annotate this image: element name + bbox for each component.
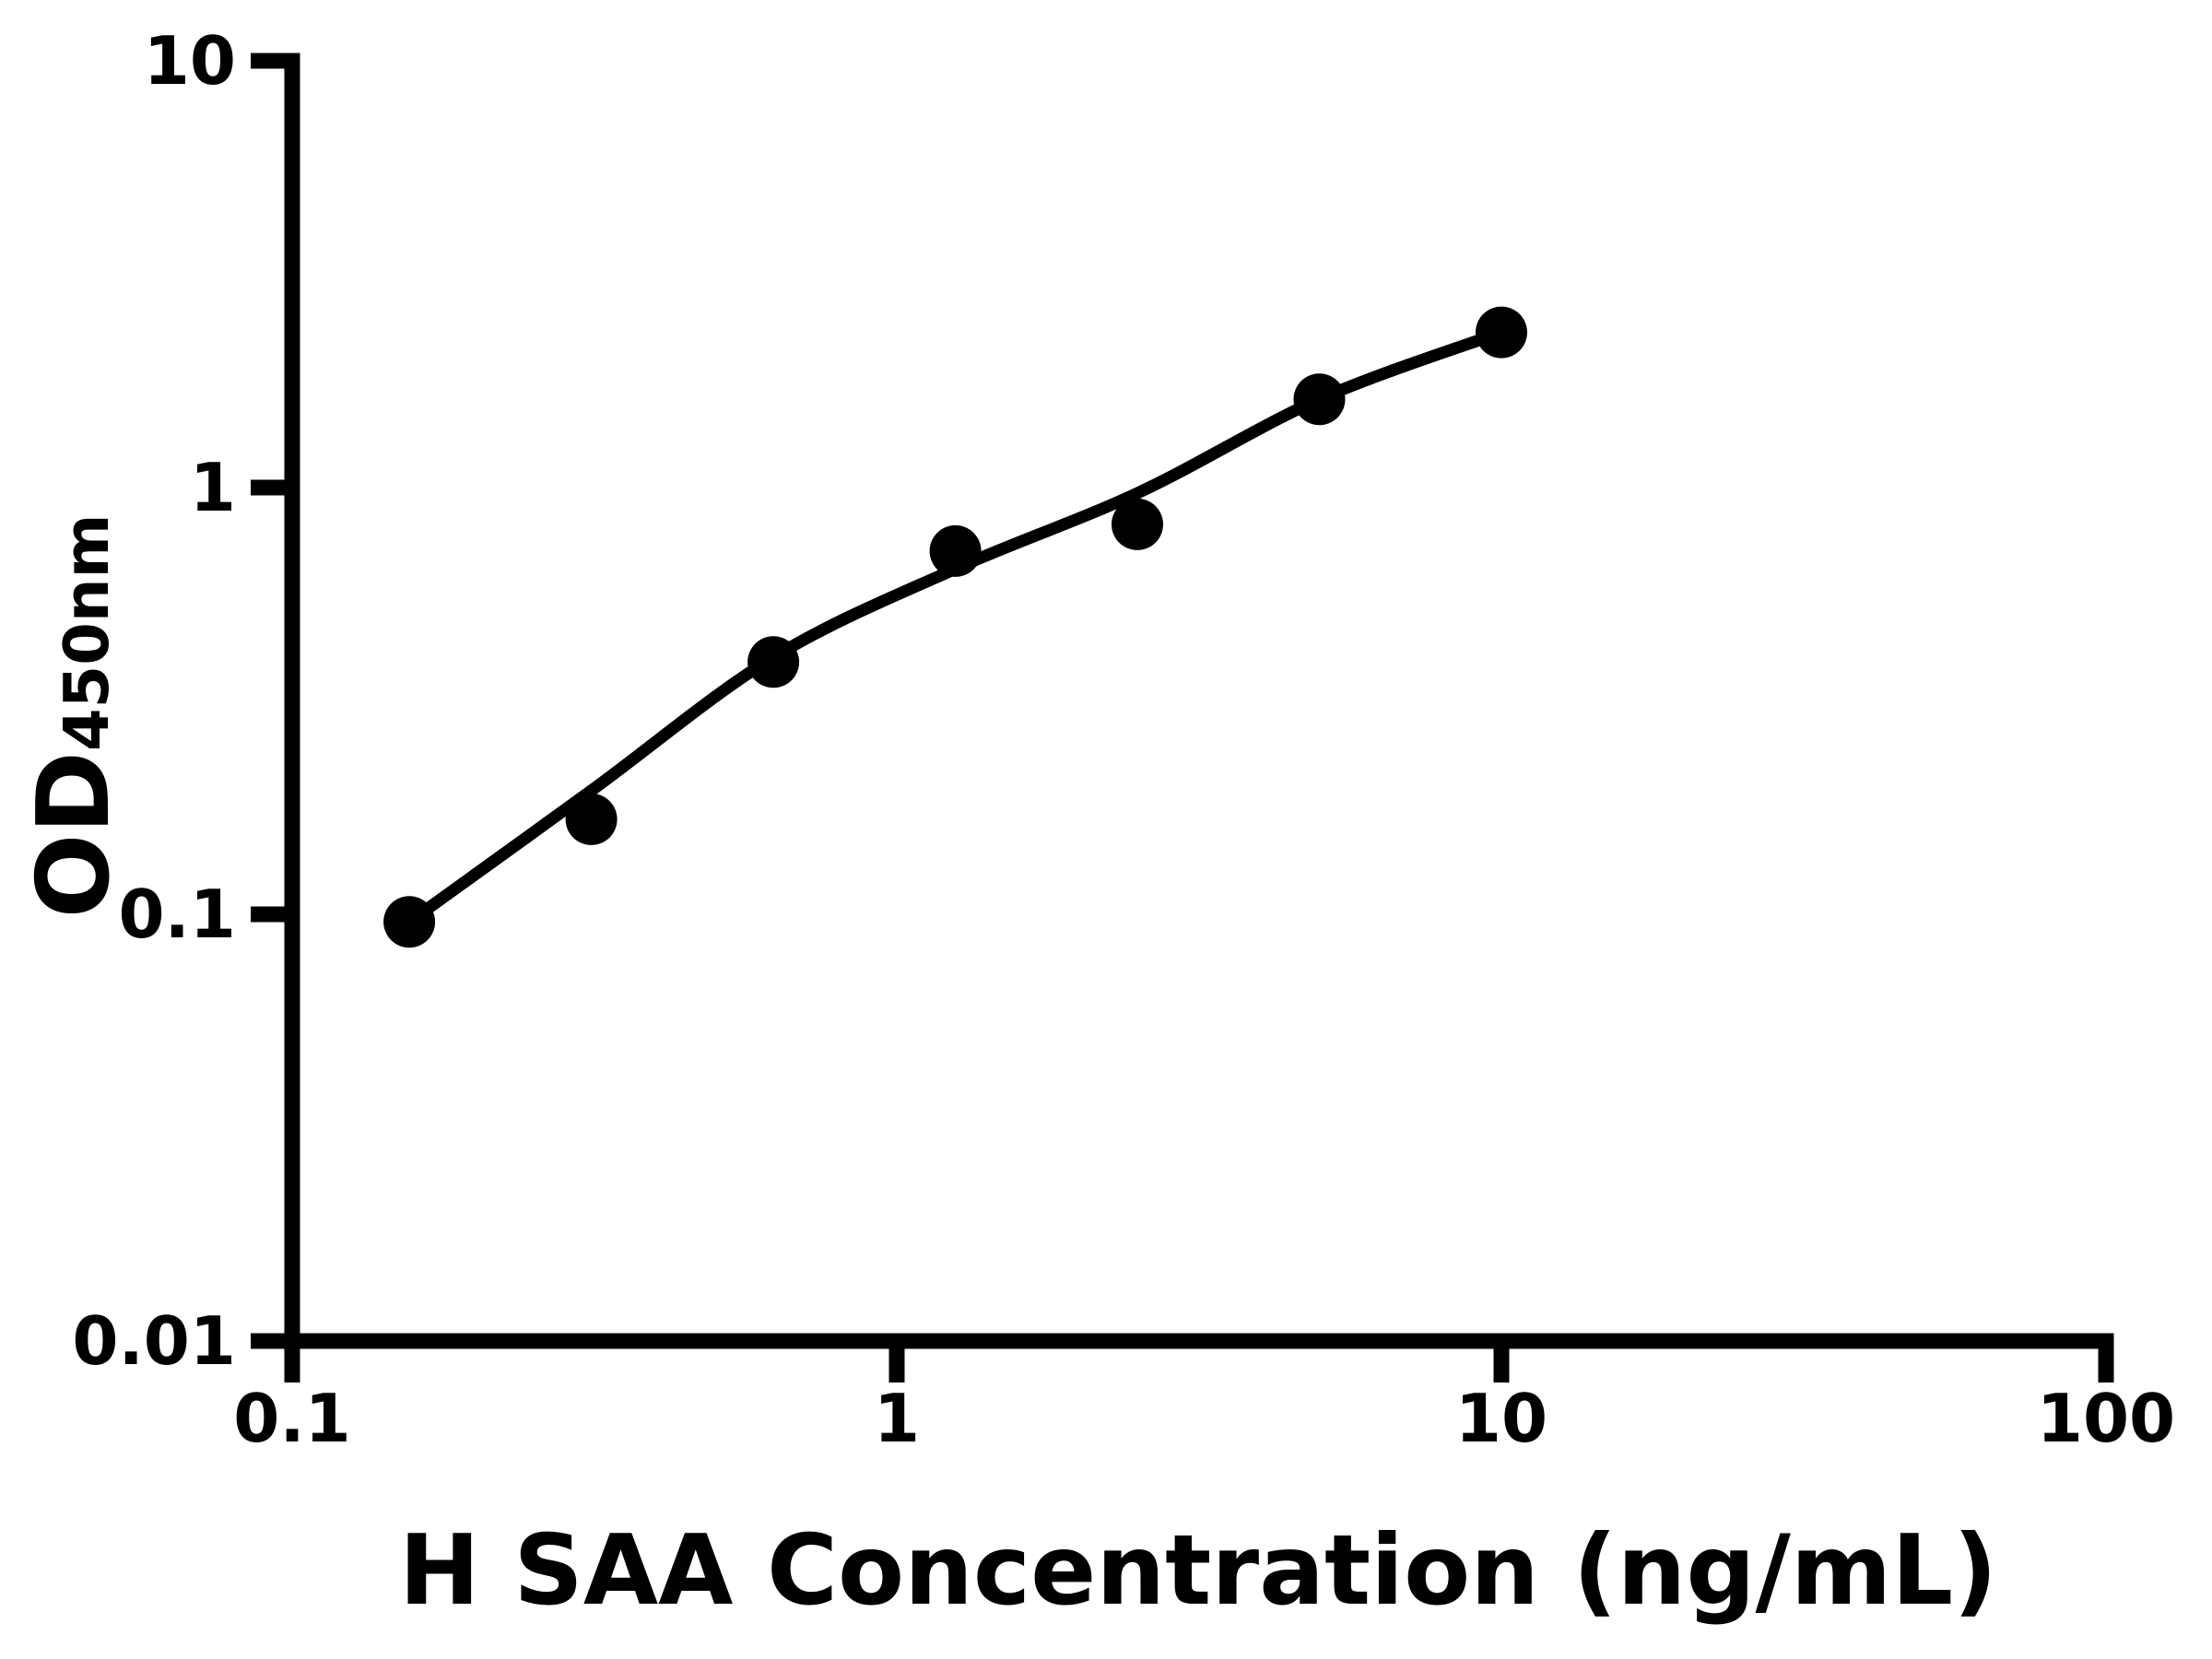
x-tick-label: 100 (2037, 1380, 2175, 1457)
x-tick-label: 10 (1455, 1380, 1547, 1457)
y-tick-label: 0.1 (118, 876, 236, 953)
tick-layer (251, 53, 2114, 1382)
x-axis-title: H SAA Concentration (ng/mL) (399, 1514, 1997, 1627)
x-tick-label: 0.1 (233, 1380, 351, 1457)
data-point (383, 896, 436, 948)
data-point (929, 524, 982, 577)
y-axis-title: OD450nm (17, 514, 132, 919)
axes-spine (284, 53, 2114, 1349)
data-layer (383, 306, 1527, 948)
axes-layer (284, 53, 2114, 1349)
y-axis-title-main: OD (17, 751, 132, 918)
y-tick-label: 0.01 (72, 1302, 236, 1380)
y-tick-label: 10 (144, 22, 236, 100)
data-point (1112, 498, 1163, 550)
y-axis-title-subscript: 450nm (51, 514, 123, 751)
data-point (565, 793, 618, 845)
y-tick-label: 1 (190, 449, 236, 526)
data-point (747, 636, 800, 688)
x-tick-label: 1 (874, 1380, 920, 1457)
data-point (1476, 306, 1527, 359)
data-point (1293, 373, 1346, 426)
